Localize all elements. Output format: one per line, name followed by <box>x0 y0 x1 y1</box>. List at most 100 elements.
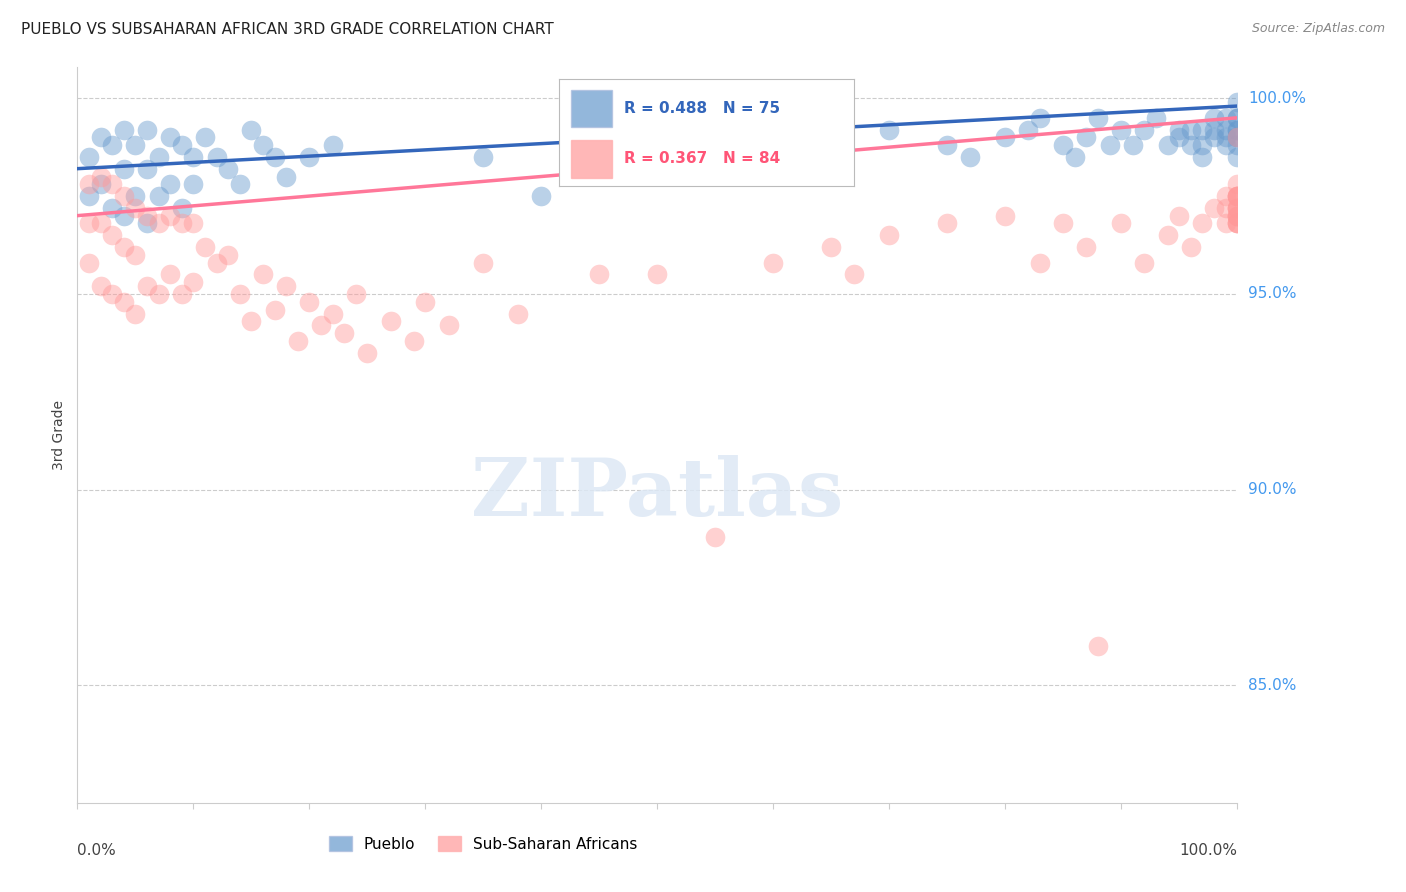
Point <box>1202 111 1225 125</box>
Point <box>1226 178 1249 192</box>
Point <box>994 130 1017 145</box>
Point <box>1191 217 1213 231</box>
Point <box>1226 201 1249 215</box>
Point <box>344 287 367 301</box>
Text: 100.0%: 100.0% <box>1180 843 1237 858</box>
Legend: Pueblo, Sub-Saharan Africans: Pueblo, Sub-Saharan Africans <box>322 830 644 858</box>
Point <box>1029 111 1052 125</box>
Point <box>205 255 228 269</box>
Point <box>135 122 157 136</box>
Point <box>183 178 205 192</box>
Point <box>77 189 100 203</box>
Point <box>1226 189 1249 203</box>
Point <box>844 268 866 282</box>
Point <box>321 306 344 320</box>
Point <box>101 201 124 215</box>
Point <box>1226 217 1249 231</box>
Point <box>1226 201 1249 215</box>
Point <box>90 178 111 192</box>
Point <box>101 178 124 192</box>
Point <box>380 314 402 328</box>
Point <box>252 138 274 153</box>
Point <box>1087 639 1109 653</box>
Point <box>1202 201 1225 215</box>
Point <box>1133 255 1156 269</box>
Point <box>309 318 332 333</box>
Point <box>820 240 842 254</box>
Point <box>298 150 321 164</box>
Point <box>124 248 146 262</box>
Text: 85.0%: 85.0% <box>1249 678 1296 693</box>
Point <box>112 294 135 309</box>
Point <box>240 314 263 328</box>
Point <box>1215 138 1237 153</box>
Point <box>77 178 100 192</box>
Point <box>877 122 901 136</box>
Point <box>159 268 181 282</box>
Point <box>90 130 111 145</box>
Point <box>135 161 157 176</box>
Point <box>1226 209 1249 223</box>
Point <box>588 268 610 282</box>
Point <box>90 217 111 231</box>
Point <box>1191 150 1213 164</box>
Point <box>647 268 669 282</box>
Point <box>1122 138 1144 153</box>
Point <box>1226 189 1249 203</box>
Point <box>1226 130 1249 145</box>
Point <box>170 138 193 153</box>
Point <box>472 150 495 164</box>
Point <box>1052 138 1074 153</box>
Point <box>217 161 239 176</box>
Point <box>1226 111 1249 125</box>
Point <box>1226 209 1249 223</box>
Point <box>1226 130 1249 145</box>
Point <box>1215 111 1237 125</box>
Point <box>183 275 205 289</box>
Point <box>77 217 100 231</box>
Point <box>112 209 135 223</box>
Point <box>90 279 111 293</box>
Point <box>170 201 193 215</box>
Point <box>101 287 124 301</box>
Point <box>1168 122 1191 136</box>
Point <box>1215 189 1237 203</box>
Point <box>1226 122 1249 136</box>
Point <box>274 279 298 293</box>
Point <box>1180 240 1202 254</box>
Point <box>1180 122 1202 136</box>
Point <box>1076 240 1098 254</box>
Point <box>1018 122 1040 136</box>
Point <box>321 138 344 153</box>
Point <box>1168 209 1191 223</box>
Point <box>727 138 749 153</box>
Point <box>413 294 436 309</box>
Point <box>936 217 959 231</box>
Point <box>1076 130 1098 145</box>
Point <box>1226 111 1249 125</box>
Point <box>287 334 309 348</box>
Point <box>263 150 285 164</box>
Point <box>1156 228 1178 243</box>
Point <box>159 178 181 192</box>
Point <box>1087 111 1109 125</box>
Point <box>994 209 1017 223</box>
Point <box>530 189 553 203</box>
Point <box>1226 138 1249 153</box>
Point <box>1098 138 1121 153</box>
Point <box>135 279 157 293</box>
Point <box>1226 130 1249 145</box>
Point <box>1202 130 1225 145</box>
Point <box>124 138 146 153</box>
Point <box>762 255 785 269</box>
Point <box>135 209 157 223</box>
Point <box>1111 122 1133 136</box>
Point <box>1226 122 1249 136</box>
Point <box>263 302 285 317</box>
Point <box>1191 138 1213 153</box>
Point <box>183 217 205 231</box>
Point <box>333 326 356 340</box>
Point <box>1226 217 1249 231</box>
Point <box>506 306 529 320</box>
Point <box>217 248 239 262</box>
